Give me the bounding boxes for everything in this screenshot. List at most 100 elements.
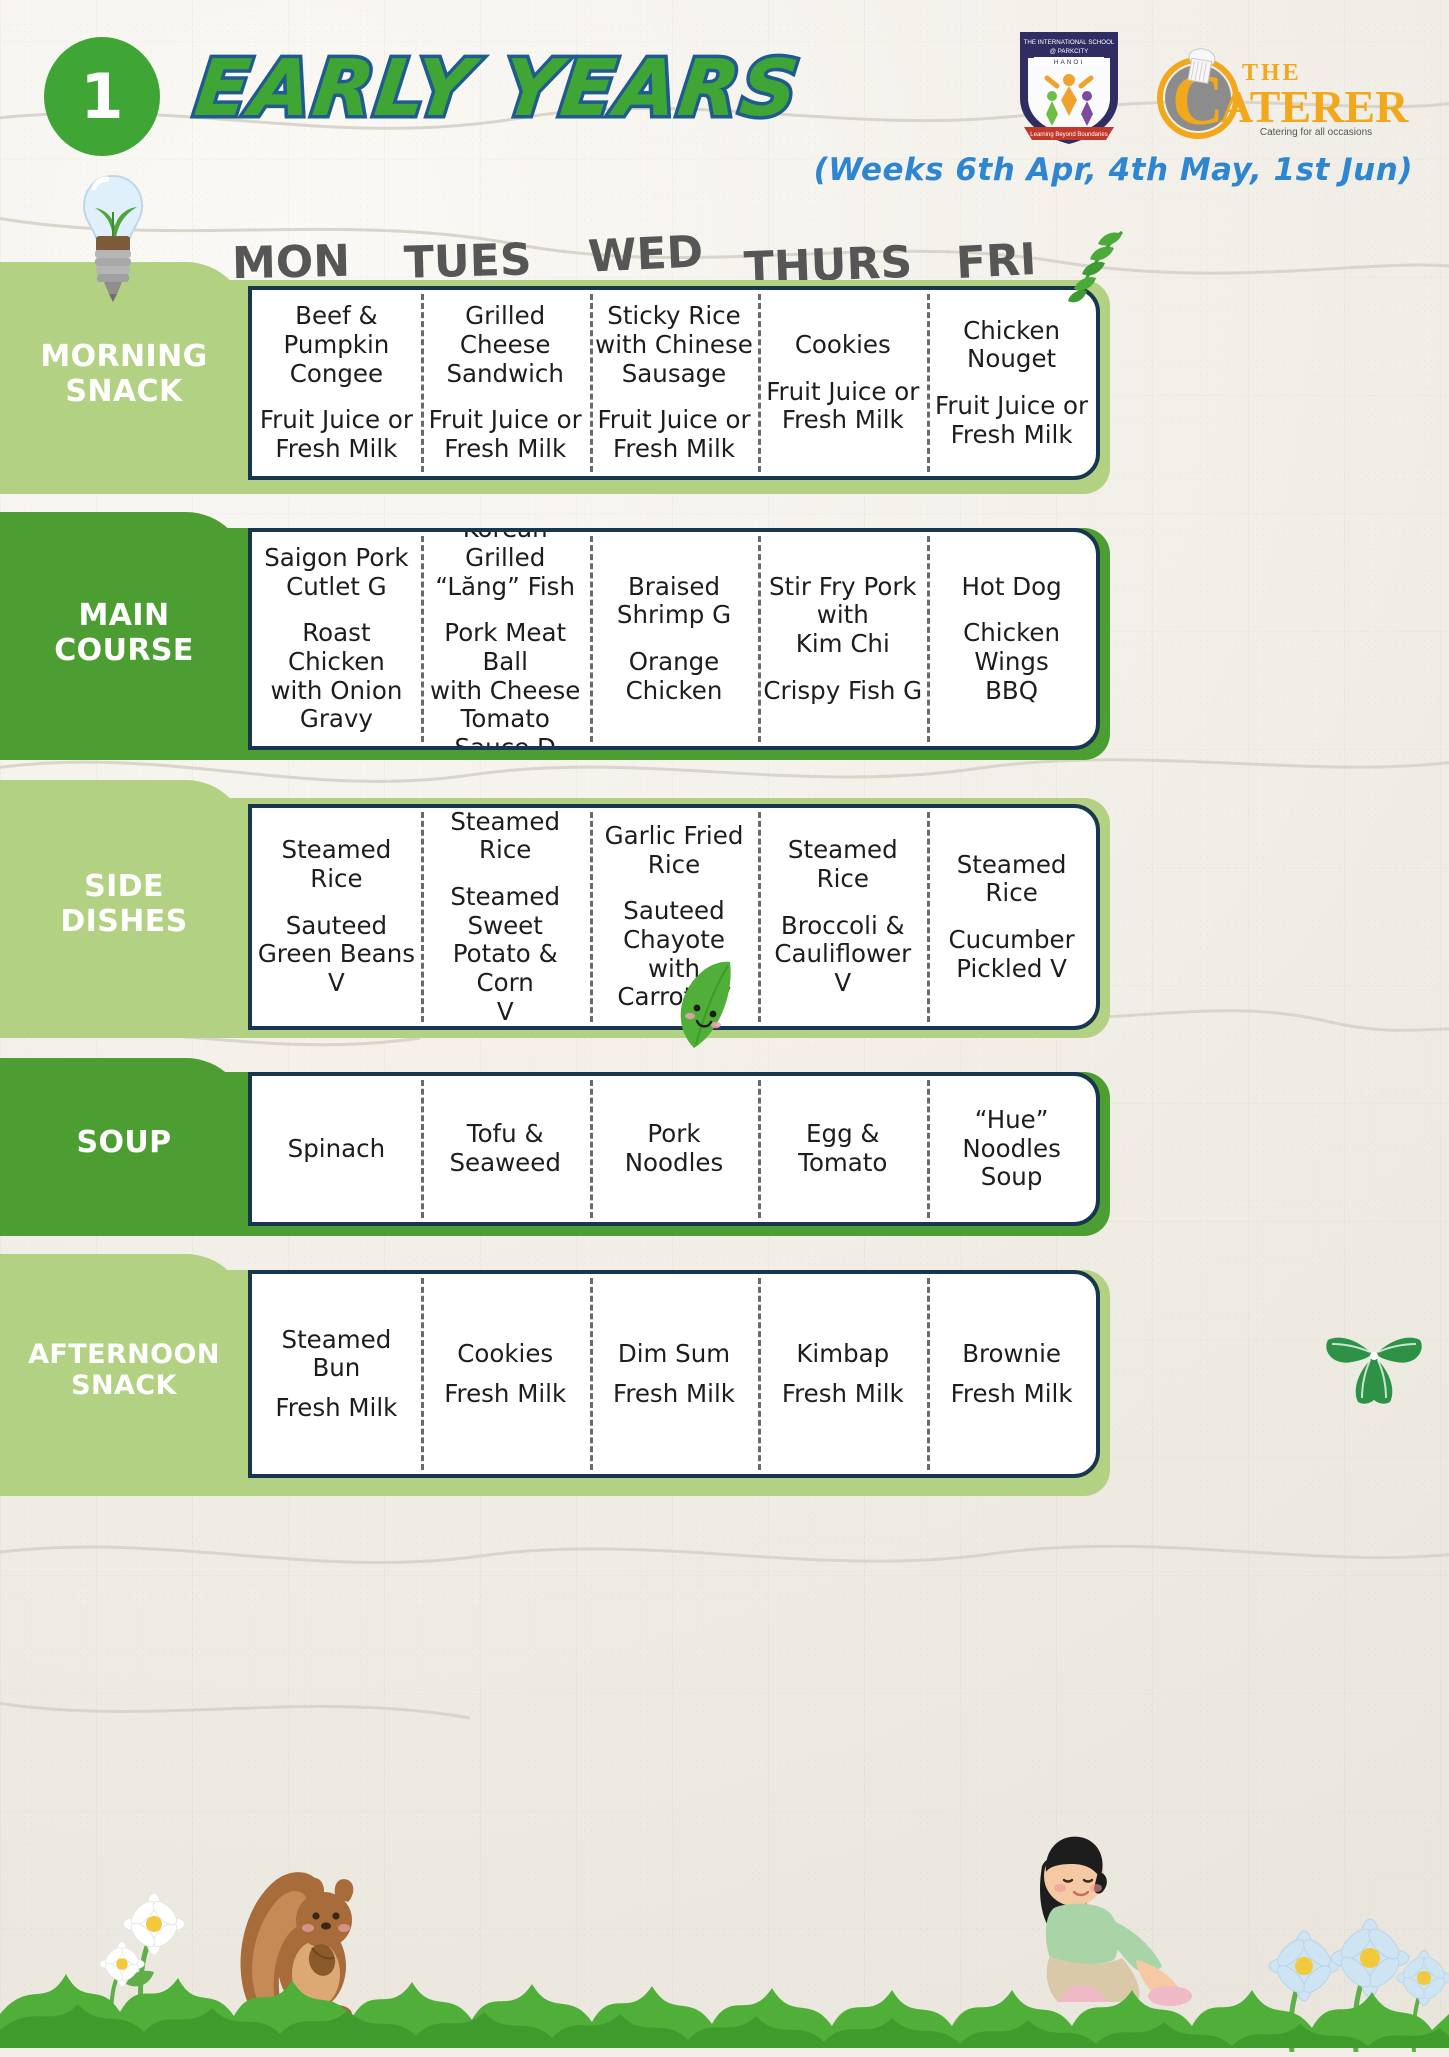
menu-row-main-course: Saigon Pork Cutlet G Roast Chicken with … [0,512,1449,760]
row-card-side-dishes: Steamed Rice Sauteed Green Beans V Steam… [248,804,1100,1030]
menu-item: Sauteed Green Beans V [257,910,415,997]
menu-item: Fruit Juice or Fresh Milk [428,405,582,463]
menu-item: Fresh Milk [275,1392,398,1422]
cell-morning-snack-wed: Sticky Rice with Chinese Sausage Fruit J… [589,290,759,476]
cell-main-course-wed: Braised Shrimp G Orange Chicken [589,532,759,746]
crest-line2: @ PARKCITY [1050,48,1088,55]
menu-item: Cookies [457,1338,554,1368]
menu-item: Kimbap [796,1338,890,1368]
menu-item: Fresh Milk [444,1378,567,1408]
cell-soup-mon: Spinach [252,1076,421,1222]
cell-afternoon-snack-mon: Steamed Bun Fresh Milk [252,1274,421,1474]
caterers-name: ATERERS [1220,81,1410,132]
cell-morning-snack-tues: Grilled Cheese Sandwich Fruit Juice or F… [420,290,590,476]
menu-item: Hot Dog [961,571,1062,601]
menu-item: Egg & Tomato [798,1119,888,1177]
weeks-subtitle: (Weeks 6th Apr, 4th May, 1st Jun) [813,152,1413,188]
menu-row-morning-snack: Beef & Pumpkin Congee Fruit Juice or Fre… [0,262,1449,494]
menu-row-soup: Spinach Tofu & Seaweed Pork Noodles Egg … [0,1058,1449,1236]
menu-item: Cookies [794,330,891,360]
row-label-afternoon-snack: AFTERNOON SNACK [0,1254,248,1486]
row-label-line1: MAIN [78,598,170,634]
week-number: 1 [80,60,124,133]
menu-item: Brownie [962,1338,1061,1368]
cell-main-course-mon: Saigon Pork Cutlet G Roast Chicken with … [252,532,421,746]
cell-afternoon-snack-tues: Cookies Fresh Milk [420,1274,590,1474]
row-label-side-dishes: SIDE DISHES [0,780,248,1030]
svg-text:®: ® [1394,91,1402,103]
cell-side-dishes-tues: Steamed Rice Steamed Sweet Potato & Corn… [420,806,590,1026]
cell-soup-fri: “Hue” Noodles Soup [927,1076,1096,1222]
row-label-line2: DISHES [60,904,188,939]
menu-item: Pork Meat Ball with Cheese Tomato Sauce … [430,618,581,750]
row-label-line1: MORNING [40,339,208,375]
menu-item: Braised Shrimp G [616,571,732,630]
menu-item: Crispy Fish G [763,675,923,705]
row-label-line1: SIDE [84,869,164,905]
cell-morning-snack-fri: Chicken Nouget Fruit Juice or Fresh Milk [927,290,1096,476]
row-label-morning-snack: MORNING SNACK [0,262,248,488]
menu-item: Roast Chicken with Onion Gravy [270,618,403,734]
cell-side-dishes-wed: Garlic Fried Rice Sauteed Chayote with C… [589,808,759,1026]
row-label-line1: SOUP [76,1124,172,1160]
menu-item: Fruit Juice or Fresh Milk [766,376,920,435]
grass-border-icon [0,1918,1449,2048]
cell-side-dishes-fri: Steamed Rice Cucumber Pickled V [927,808,1096,1026]
menu-row-afternoon-snack: Steamed Bun Fresh Milk Cookies Fresh Mil… [0,1254,1449,1496]
menu-item: Chicken Wings BBQ [963,618,1060,705]
row-label-line2: SNACK [71,1370,177,1401]
menu-item: Fresh Milk [950,1378,1073,1408]
row-card-afternoon-snack: Steamed Bun Fresh Milk Cookies Fresh Mil… [248,1270,1100,1478]
menu-item: Beef & Pumpkin Congee [283,301,390,388]
cell-side-dishes-thurs: Steamed Rice Broccoli & Cauliflower V [758,808,927,1026]
row-card-main-course: Saigon Pork Cutlet G Roast Chicken with … [248,528,1100,750]
cell-afternoon-snack-wed: Dim Sum Fresh Milk [589,1274,759,1474]
cell-soup-thurs: Egg & Tomato [758,1076,927,1222]
menu-item: Pork Noodles [624,1119,724,1177]
cell-side-dishes-mon: Steamed Rice Sauteed Green Beans V [252,808,421,1026]
menu-item: Fresh Milk [613,1378,735,1408]
crest-ribbon: Learning Beyond Boundaries [1030,132,1107,138]
row-label-line2: SNACK [65,374,183,409]
caterers-tagline: Catering for all occasions [1260,127,1372,138]
menu-item: Sauteed Chayote with Carrots V [617,896,731,1012]
menu-item: Steamed Rice [281,835,392,894]
cell-morning-snack-mon: Beef & Pumpkin Congee Fruit Juice or Fre… [252,290,421,476]
school-crest-logo: THE INTERNATIONAL SCHOOL @ PARKCITY HANO… [1014,28,1124,146]
menu-item: Cucumber Pickled V [948,925,1075,983]
caterers-the: THE [1242,60,1302,86]
cell-soup-wed: Pork Noodles [589,1076,759,1222]
menu-row-side-dishes: Steamed Rice Sauteed Green Beans V Steam… [0,780,1449,1038]
caterers-logo: C THE ATERERS ® Catering for all occasio… [1150,40,1434,140]
row-label-main-course: MAIN COURSE [0,512,248,756]
cell-main-course-fri: Hot Dog Chicken Wings BBQ [927,532,1096,746]
menu-item: “Hue” Noodles Soup [962,1105,1061,1192]
crest-line3: HANOI [1054,59,1084,66]
menu-item: Orange Chicken [625,647,723,705]
menu-item: Korean Grilled “Lăng” Fish [435,528,575,601]
cell-morning-snack-thurs: Cookies Fruit Juice or Fresh Milk [758,290,927,476]
menu-item: Stir Fry Pork with Kim Chi [768,571,917,658]
menu-item: Steamed Rice [787,835,898,894]
row-label-line1: AFTERNOON [28,1338,220,1370]
week-number-badge: 1 [44,37,160,156]
menu-item: Tofu & Seaweed [449,1119,561,1177]
row-label-soup: SOUP [0,1058,248,1228]
cell-main-course-thurs: Stir Fry Pork with Kim Chi Crispy Fish G [758,532,927,746]
cell-afternoon-snack-thurs: Kimbap Fresh Milk [758,1274,927,1474]
row-label-line2: COURSE [54,633,194,668]
menu-item: Fruit Juice or Fresh Milk [935,391,1089,449]
crest-line1: THE INTERNATIONAL SCHOOL [1024,39,1115,46]
menu-item: Steamed Rice [956,849,1067,908]
menu-item: Steamed Bun [281,1324,392,1383]
cell-main-course-tues: Korean Grilled “Lăng” Fish Pork Meat Bal… [420,532,590,746]
menu-item: Garlic Fried Rice [604,821,744,879]
cell-afternoon-snack-fri: Brownie Fresh Milk [927,1274,1096,1474]
cell-soup-tues: Tofu & Seaweed [420,1076,590,1222]
menu-item: Steamed Sweet Potato & Corn V [450,882,561,1026]
menu-item: Broccoli & Cauliflower V [774,910,912,997]
menu-item: Chicken Nouget [963,315,1060,374]
menu-item: Dim Sum [617,1338,731,1368]
row-card-morning-snack: Beef & Pumpkin Congee Fruit Juice or Fre… [248,286,1100,480]
menu-item: Steamed Rice [450,806,561,865]
